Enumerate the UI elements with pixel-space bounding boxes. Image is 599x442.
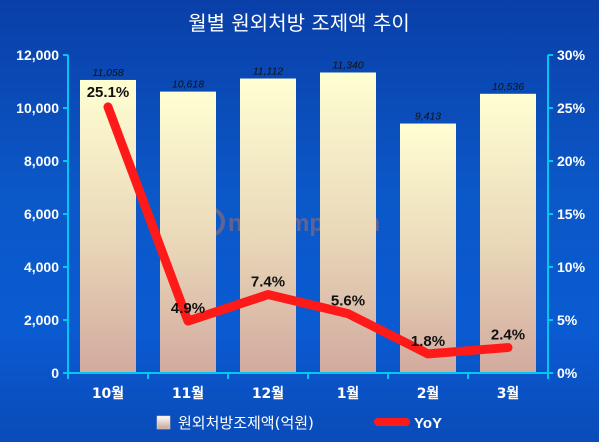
x-tick-label: 1월 [337, 385, 360, 402]
y-tick-label-right: 15% [557, 206, 586, 222]
y-tick-label-right: 20% [557, 153, 586, 169]
bar-value-label: 9,413 [415, 111, 441, 123]
bar-value-label: 11,112 [253, 66, 284, 78]
yoy-value-label: 1.8% [411, 333, 445, 350]
legend-label-line: YoY [414, 415, 442, 432]
yoy-point [104, 102, 112, 111]
yoy-value-label: 2.4% [491, 327, 525, 344]
y-tick-label-left: 8,000 [24, 153, 59, 169]
bar [480, 93, 536, 374]
y-tick-label-left: 2,000 [24, 312, 59, 328]
y-tick-label-left: 4,000 [24, 259, 59, 275]
y-tick-label-right: 10% [557, 259, 586, 275]
line-series: 25.1% 4.9% 7.4% 5.6% 1.8% 2.4% [87, 84, 525, 359]
bar [160, 91, 216, 374]
x-tick-label: 2월 [417, 385, 440, 402]
bar [240, 78, 296, 374]
x-tick-label: 11월 [172, 385, 204, 402]
bar-value-label: 11,058 [92, 67, 123, 79]
y-tick-label-right: 0% [557, 365, 578, 381]
axes: 0 0% 2,000 5% 4,000 10% 6,000 15% 8,000 20% 10,000… [16, 47, 585, 402]
y-tick-label-left: 0 [51, 365, 59, 381]
y-tick-label-left: 12,000 [16, 47, 59, 63]
yoy-point [184, 317, 192, 326]
legend-label-bar: 원외처방조제액(억원) [178, 414, 314, 432]
y-tick-label-right: 30% [557, 47, 586, 63]
yoy-value-label: 25.1% [87, 84, 130, 101]
yoy-line [103, 102, 513, 359]
yoy-value-label: 5.6% [331, 293, 365, 310]
yoy-point [504, 343, 512, 352]
x-tick-label: 3월 [497, 385, 520, 402]
bar-value-label: 10,618 [172, 79, 204, 91]
x-tick-label: 10월 [92, 385, 124, 402]
yoy-point [264, 290, 272, 299]
yoy-point [424, 349, 432, 358]
y-tick-label-right: 25% [557, 100, 586, 116]
legend: 원외처방조제액(억원) YoY [156, 414, 442, 432]
yoy-point [344, 309, 352, 318]
legend-swatch-bar [156, 415, 171, 430]
yoy-value-label: 7.4% [251, 274, 285, 291]
y-tick-label-left: 6,000 [24, 206, 59, 222]
bar [80, 79, 136, 373]
bar-value-label: 10,536 [492, 81, 524, 93]
bar-value-label: 11,340 [332, 59, 363, 71]
chart-title: 월별 원외처방 조제액 추이 [188, 11, 409, 35]
yoy-value-label: 4.9% [171, 300, 205, 317]
y-tick-label-left: 10,000 [16, 100, 59, 116]
x-tick-label: 12월 [252, 385, 284, 402]
y-tick-label-right: 5% [557, 312, 578, 328]
bar [400, 123, 456, 373]
